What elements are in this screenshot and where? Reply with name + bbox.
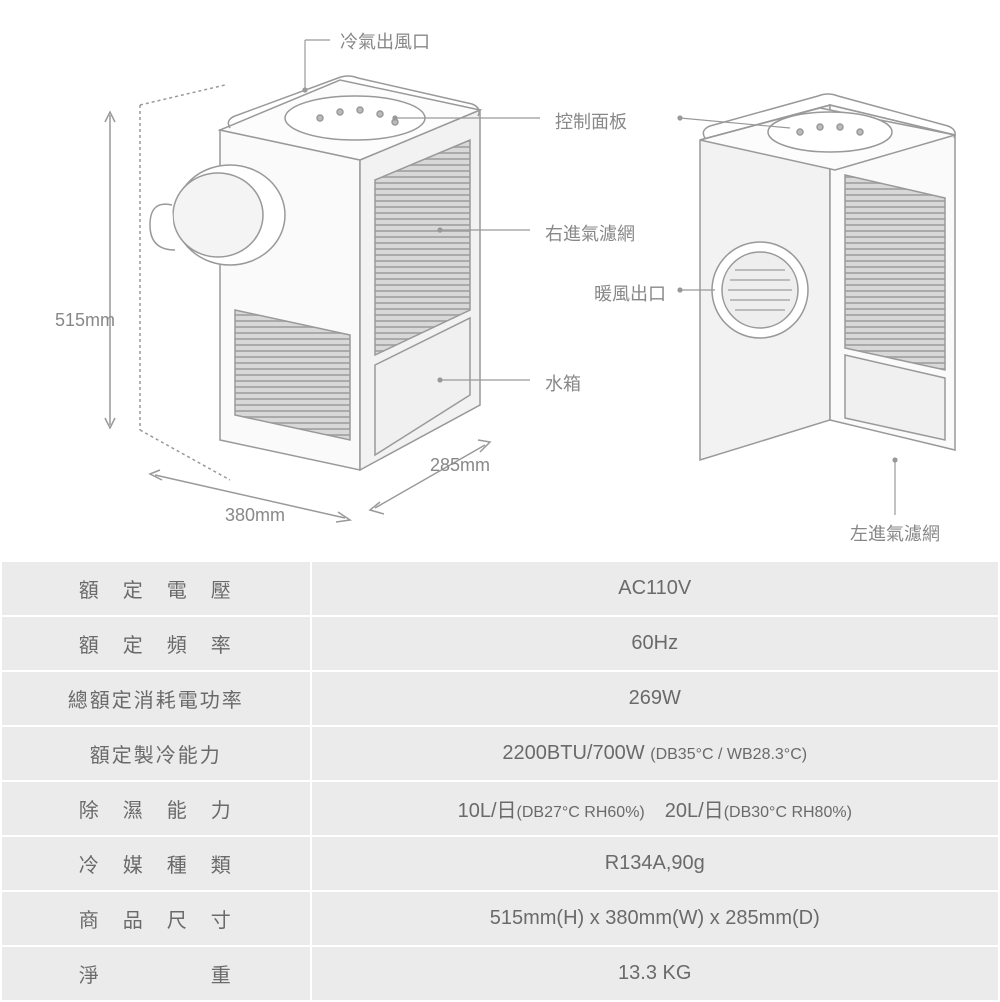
label-water-tank: 水箱 (545, 370, 581, 396)
product-diagram (0, 0, 1000, 560)
spec-value: 60Hz (311, 616, 1000, 671)
spec-value: 13.3 KG (311, 946, 1000, 1001)
spec-value: 2200BTU/700W (DB35°C / WB28.3°C) (311, 726, 1000, 781)
label-warm-outlet: 暖風出口 (594, 280, 666, 306)
spec-label: 淨 重 (1, 946, 311, 1001)
spec-label: 額 定 頻 率 (1, 616, 311, 671)
spec-label: 額 定 電 壓 (1, 561, 311, 616)
diagram-area: 冷氣出風口 控制面板 右進氣濾網 暖風出口 水箱 左進氣濾網 515mm 380… (0, 0, 1000, 560)
dim-width: 380mm (225, 505, 285, 526)
dim-height: 515mm (55, 310, 115, 331)
spec-label: 除 濕 能 力 (1, 781, 311, 836)
spec-value: 269W (311, 671, 1000, 726)
table-row: 額定製冷能力2200BTU/700W (DB35°C / WB28.3°C) (1, 726, 999, 781)
table-row: 額 定 電 壓AC110V (1, 561, 999, 616)
label-right-filter: 右進氣濾網 (545, 220, 635, 246)
spec-value: 10L/日(DB27°C RH60%) 20L/日(DB30°C RH80%) (311, 781, 1000, 836)
table-row: 淨 重13.3 KG (1, 946, 999, 1001)
spec-table: 額 定 電 壓AC110V額 定 頻 率60Hz總額定消耗電功率269W額定製冷… (0, 560, 1000, 1002)
spec-value: AC110V (311, 561, 1000, 616)
label-control-panel: 控制面板 (555, 108, 627, 134)
spec-label: 商 品 尺 寸 (1, 891, 311, 946)
table-row: 冷 媒 種 類R134A,90g (1, 836, 999, 891)
spec-value: R134A,90g (311, 836, 1000, 891)
dim-depth: 285mm (430, 455, 490, 476)
table-row: 除 濕 能 力10L/日(DB27°C RH60%) 20L/日(DB30°C … (1, 781, 999, 836)
label-air-outlet: 冷氣出風口 (340, 28, 430, 54)
spec-label: 總額定消耗電功率 (1, 671, 311, 726)
table-row: 額 定 頻 率60Hz (1, 616, 999, 671)
spec-label: 額定製冷能力 (1, 726, 311, 781)
table-row: 總額定消耗電功率269W (1, 671, 999, 726)
spec-value: 515mm(H) x 380mm(W) x 285mm(D) (311, 891, 1000, 946)
label-left-filter: 左進氣濾網 (850, 520, 940, 546)
spec-label: 冷 媒 種 類 (1, 836, 311, 891)
table-row: 商 品 尺 寸515mm(H) x 380mm(W) x 285mm(D) (1, 891, 999, 946)
